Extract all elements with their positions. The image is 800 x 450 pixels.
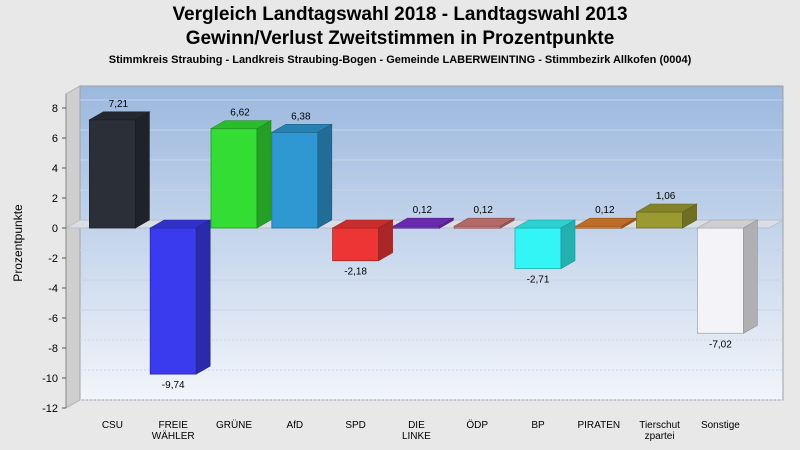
data-label: 7,21	[109, 99, 129, 110]
bar-6	[453, 217, 516, 229]
y-tick-label: 2	[52, 193, 58, 205]
bar-0	[88, 111, 151, 229]
y-tick-label: 8	[52, 103, 58, 115]
bar-front	[332, 227, 380, 262]
bar-side	[317, 123, 333, 229]
plot-side-wall	[65, 85, 81, 409]
data-label: 0,12	[413, 205, 433, 216]
bar-3	[270, 123, 333, 229]
x-tick-label: WÄHLER	[152, 430, 195, 442]
x-tick-label: SPD	[345, 420, 366, 431]
data-label: -2,71	[527, 275, 550, 286]
bar-side	[378, 219, 393, 262]
bar-side	[499, 217, 515, 229]
y-tick-label: -4	[48, 283, 58, 295]
bar-side	[682, 203, 697, 229]
y-tick-label: -2	[48, 253, 58, 265]
data-label: -9,74	[162, 380, 185, 391]
y-tick-label: -12	[42, 403, 58, 415]
y-tick-label: 6	[52, 133, 58, 145]
bar-4	[331, 219, 394, 262]
data-label: -7,02	[709, 339, 732, 350]
x-tick-label: zpartei	[645, 431, 675, 442]
bar-side	[560, 219, 576, 270]
data-label: 1,06	[656, 191, 676, 202]
bar-side	[256, 120, 272, 229]
x-tick-label: ÖDP	[466, 419, 488, 431]
data-label: 6,38	[291, 111, 311, 122]
y-tick-label: -6	[48, 313, 58, 325]
bar-7	[513, 219, 577, 270]
y-tick-label: -10	[42, 373, 58, 385]
y-tick-label: 0	[52, 223, 58, 235]
x-tick-label: PIRATEN	[577, 420, 620, 431]
bar-front	[210, 128, 258, 229]
bar-side	[135, 111, 150, 229]
data-label: 6,62	[230, 108, 250, 119]
chart-title: Vergleich Landtagswahl 2018 - Landtagswa…	[172, 4, 628, 25]
bar-front	[271, 131, 319, 229]
x-tick-label: DIE	[408, 420, 425, 431]
bar-front	[697, 227, 744, 334]
x-tick-label: Tierschut	[639, 420, 680, 431]
bar-front	[149, 227, 197, 375]
bar-8	[574, 217, 637, 229]
x-tick-label: LINKE	[402, 431, 431, 442]
x-tick-label: Sonstige	[701, 420, 740, 431]
bar-side	[743, 219, 758, 334]
bar-side	[439, 217, 454, 229]
bar-side	[195, 219, 211, 375]
y-axis-label: Prozentpunkte	[11, 204, 25, 282]
bar-2	[209, 120, 273, 229]
data-label: 0,12	[473, 205, 493, 216]
y-tick-label: -8	[48, 343, 58, 355]
x-tick-label: CSU	[102, 420, 123, 431]
bar-10	[696, 219, 759, 334]
bar-9	[635, 203, 698, 229]
y-tick-label: 4	[52, 163, 58, 175]
x-tick-label: GRÜNE	[216, 419, 252, 431]
data-label: -2,18	[344, 267, 367, 278]
chart-region-subtitle: Stimmkreis Straubing - Landkreis Straubi…	[108, 54, 692, 66]
data-label: 0,12	[595, 205, 615, 216]
bar-side	[621, 217, 637, 229]
chart-subtitle: Gewinn/Verlust Zweitstimmen in Prozentpu…	[185, 28, 615, 49]
bar-5	[392, 217, 455, 229]
bar-front	[514, 227, 562, 270]
bar-front	[89, 119, 136, 229]
x-tick-label: AfD	[286, 420, 303, 431]
x-tick-label: FREIE	[158, 420, 188, 431]
bar-1	[149, 219, 212, 375]
bar-front	[636, 211, 683, 229]
x-tick-label: BP	[531, 420, 545, 431]
